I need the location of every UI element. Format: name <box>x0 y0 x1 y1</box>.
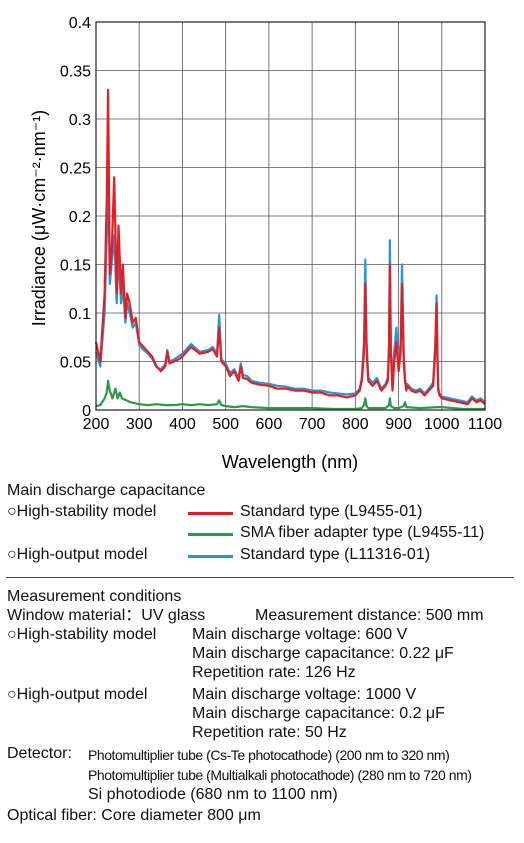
x-tick-label: 300 <box>126 416 153 433</box>
window-material: Window material：UV glass <box>7 607 206 624</box>
hs-repetition: Repetition rate: 126 Hz <box>192 664 356 681</box>
chart-grid <box>95 21 486 411</box>
legend-heading: Main discharge capacitance <box>7 482 206 499</box>
legend-entry-l9455-11: SMA fiber adapter type (L9455-11) <box>240 524 485 541</box>
y-tick-label: 0 <box>82 403 91 420</box>
ho-model-label: ○High-output model <box>7 686 148 703</box>
x-tick-label: 800 <box>342 416 369 433</box>
x-axis-label: Wavelength (nm) <box>222 452 358 472</box>
series-line-0 <box>94 88 486 406</box>
y-axis-label: Irradiance (μW·cm⁻²·nm⁻¹) <box>29 110 49 326</box>
hs-model-label: ○High-stability model <box>7 626 157 643</box>
conditions-heading: Measurement conditions <box>7 588 182 605</box>
x-tick-label: 400 <box>169 416 196 433</box>
hs-voltage: Main discharge voltage: 600 V <box>192 626 408 643</box>
x-tick-label: 700 <box>299 416 326 433</box>
series-line-2 <box>94 156 486 404</box>
x-tick-label: 500 <box>212 416 239 433</box>
divider <box>6 577 514 578</box>
y-tick-label: 0.3 <box>69 112 91 129</box>
x-tick-label: 200 <box>83 416 110 433</box>
measurement-distance: Measurement distance: 500 mm <box>255 607 484 624</box>
plot-frame <box>95 21 486 411</box>
legend-swatch-l9455-11 <box>188 533 233 536</box>
detector-label: Detector: <box>7 745 72 762</box>
x-tick-label: 1000 <box>424 416 460 433</box>
irradiance-chart: 200 300 400 500 600 700 800 900 1000 1100 0 0.05 0.1… <box>29 15 502 472</box>
y-tick-label: 0.1 <box>69 306 91 323</box>
legend-high-stability-label: ○High-stability model <box>7 503 157 520</box>
hs-capacitance: Main discharge capacitance: 0.22 μF <box>192 645 454 662</box>
chart-tick-labels: 200 300 400 500 600 700 800 900 1000 1100 0 0.05 0.1… <box>60 15 502 433</box>
legend-high-output-label: ○High-output model <box>7 546 148 563</box>
y-tick-label: 0.05 <box>60 355 91 372</box>
y-tick-label: 0.35 <box>60 64 91 81</box>
chart-series <box>94 88 486 411</box>
optical-fiber: Optical fiber: Core diameter 800 μm <box>7 807 261 824</box>
detector-si-photodiode: Si photodiode (680 nm to 1100 nm) <box>88 786 338 803</box>
x-tick-label: 900 <box>385 416 412 433</box>
ho-voltage: Main discharge voltage: 1000 V <box>192 686 417 703</box>
detector-pmt-multialkali: Photomultiplier tube (Multialkali photoc… <box>88 767 472 783</box>
legend-entry-l9455-01: Standard type (L9455-01) <box>240 503 423 520</box>
legend-swatch-l11316-01 <box>188 555 233 558</box>
ho-repetition: Repetition rate: 50 Hz <box>192 724 347 741</box>
legend-swatch-l9455-01 <box>188 512 233 515</box>
legend-entry-l11316-01: Standard type (L11316-01) <box>240 546 431 563</box>
x-tick-label: 1100 <box>468 416 503 433</box>
ho-capacitance: Main discharge capacitance: 0.2 μF <box>192 705 445 722</box>
series-line-1 <box>95 379 485 411</box>
y-tick-label: 0.15 <box>60 258 91 275</box>
y-tick-label: 0.25 <box>60 161 91 178</box>
y-tick-label: 0.4 <box>69 15 91 32</box>
x-tick-label: 600 <box>256 416 283 433</box>
y-tick-label: 0.2 <box>69 209 91 226</box>
detector-pmt-cste: Photomultiplier tube (Cs-Te photocathode… <box>88 747 450 763</box>
